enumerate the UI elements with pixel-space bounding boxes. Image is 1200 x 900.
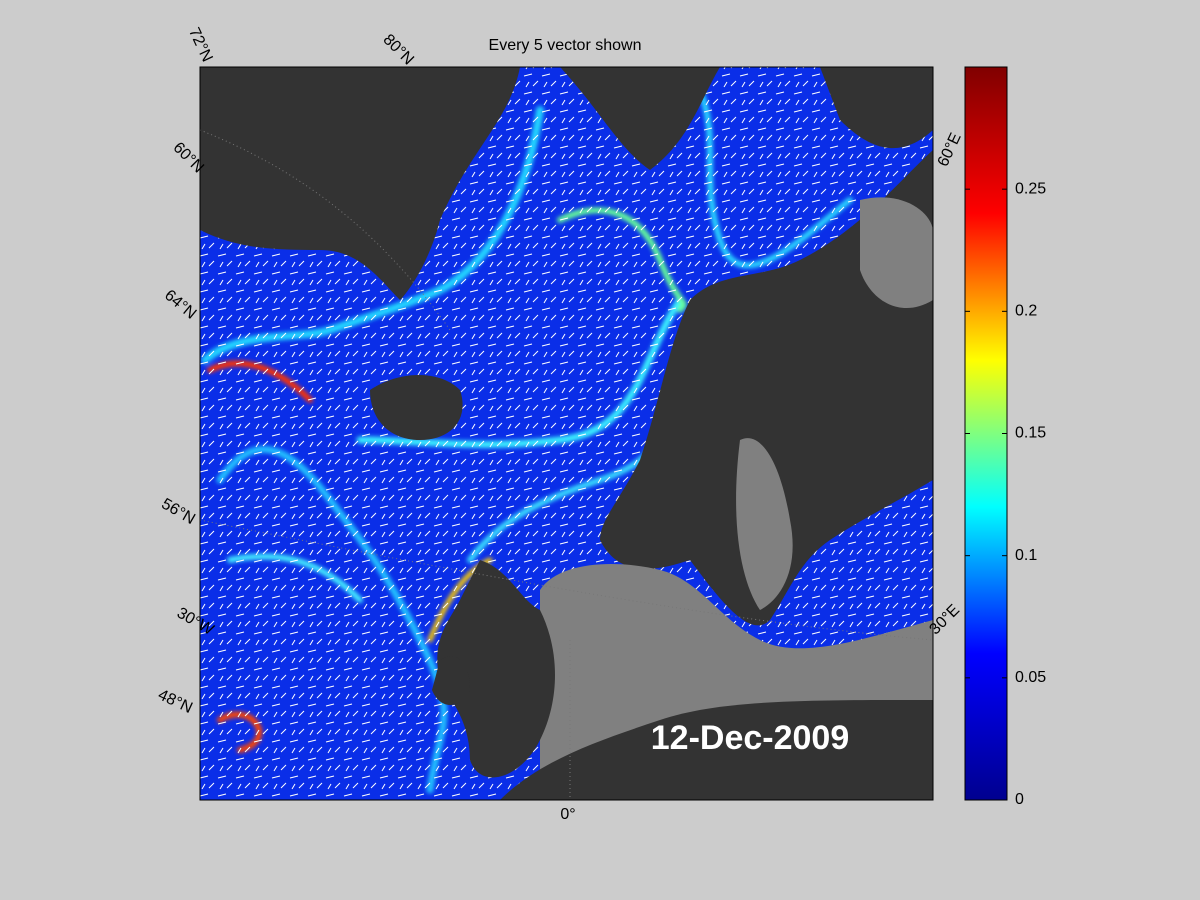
colorbar: 0 0.05 0.1 0.15 0.2 0.25 [964,66,1046,808]
land-iceland [370,375,463,440]
title: Every 5 vector shown [489,37,642,54]
colorbar-tick-label: 0.05 [1015,669,1046,686]
land-ireland [432,656,470,705]
colorbar-tick-label: 0.2 [1015,303,1037,320]
colorbar-scale [964,66,1008,801]
map-label: 0° [560,806,575,823]
colorbar-tick-label: 0 [1015,791,1024,808]
map: 12-Dec-2009 [200,67,933,800]
colorbar-tick-label: 0.25 [1015,180,1046,197]
colorbar-tick-label: 0.15 [1015,425,1046,442]
map-frame [199,66,934,801]
graticule [200,129,933,800]
land-scandinavia [600,150,933,626]
shallow-baltic [736,438,793,610]
date-label: 12-Dec-2009 [651,719,849,757]
colorbar-tick-label: 0.1 [1015,547,1037,564]
land-europe [500,700,933,800]
land-britain [437,560,555,778]
land-north [820,67,933,149]
land-greenland [200,67,520,300]
land-svalbard [560,67,720,170]
shallow-bothnia [860,197,933,309]
